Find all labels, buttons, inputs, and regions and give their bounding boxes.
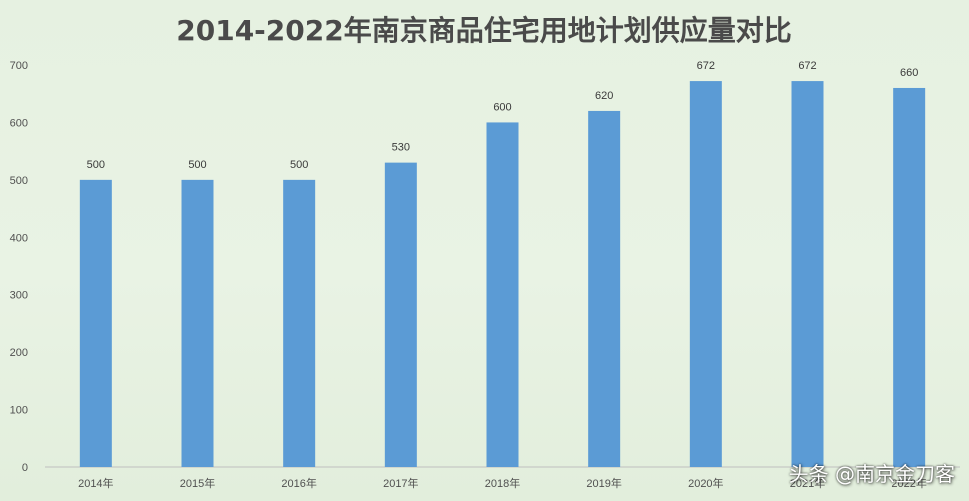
y-tick-label: 0: [22, 462, 28, 474]
bar: [283, 179, 316, 467]
data-label: 672: [697, 60, 715, 72]
data-label: 500: [87, 159, 105, 171]
x-tick-label: 2017年: [383, 476, 418, 490]
x-tick-label: 2016年: [281, 476, 316, 490]
y-tick-label: 200: [10, 347, 28, 359]
bar: [588, 110, 621, 467]
x-tick-label: 2018年: [485, 476, 520, 490]
data-label: 600: [493, 101, 511, 113]
bar: [486, 122, 519, 467]
bar: [181, 179, 214, 467]
bar: [791, 81, 824, 467]
x-tick-label: 2019年: [586, 476, 621, 490]
x-tick-label: 2021年: [790, 476, 825, 490]
bar: [689, 81, 722, 467]
x-tick-label: 2015年: [180, 476, 215, 490]
data-label: 530: [392, 142, 410, 154]
x-axis: 2014年 2015年 2016年 2017年 2018年 2019年 2020年 2021年…: [45, 466, 960, 490]
y-axis: 0 100 200 300 400 500 600 700: [10, 60, 28, 474]
x-tick-label: 2014年: [78, 476, 113, 490]
y-tick-label: 500: [10, 175, 28, 187]
data-label: 620: [595, 90, 613, 102]
data-label: 500: [188, 159, 206, 171]
x-tick-label: 2022年: [891, 476, 926, 490]
data-label: 672: [798, 60, 816, 72]
data-label: 660: [900, 67, 918, 79]
y-tick-label: 700: [10, 60, 28, 72]
bar-series: [79, 81, 926, 467]
bar: [384, 162, 417, 467]
chart-title: 2014-2022年南京商品住宅用地计划供应量对比: [176, 14, 791, 47]
data-label: 500: [290, 159, 308, 171]
bar: [893, 87, 926, 467]
y-tick-label: 100: [10, 405, 28, 417]
watermark-text: 头条 @南京金刀客: [788, 462, 955, 486]
data-labels: 500 500 500 530 600 620 672 672 660: [87, 60, 919, 171]
x-tick-label: 2020年: [688, 476, 723, 490]
y-tick-label: 600: [10, 117, 28, 129]
y-tick-label: 300: [10, 290, 28, 302]
y-tick-label: 400: [10, 232, 28, 244]
bar: [79, 179, 112, 467]
